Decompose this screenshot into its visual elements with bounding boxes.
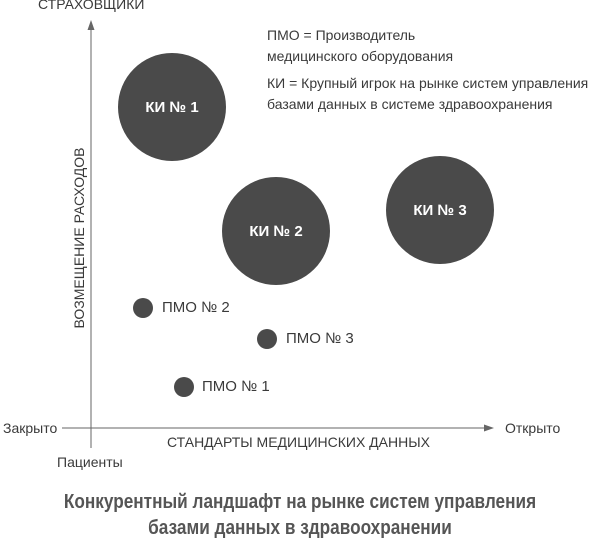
y-axis-title: ВОЗМЕЩЕНИЕ РАСХОДОВ — [71, 147, 87, 329]
major-player-bubble-2: КИ № 2 — [222, 177, 330, 285]
device-maker-label-1: ПМО № 1 — [202, 378, 270, 395]
major-player-label-1: КИ № 1 — [145, 98, 199, 116]
legend-pmo-line2: медицинского оборудования — [267, 48, 454, 64]
x-axis-arrow — [484, 424, 494, 432]
legend-ki-line2: базами данных в системе здравоохранения — [267, 96, 553, 112]
y-axis-arrow — [87, 20, 95, 30]
legend-ki-line1: КИ = Крупный игрок на рынке систем управ… — [267, 75, 589, 91]
legend: ПМО = Производитель медицинского оборудо… — [267, 25, 588, 115]
figure-caption-line2: базами данных в здравоохранении — [148, 517, 452, 539]
legend-pmo-line1: ПМО = Производитель — [267, 27, 416, 43]
figure-caption-line1: Конкурентный ландшафт на рынке систем уп… — [63, 491, 537, 513]
device-maker-dot-3 — [257, 329, 277, 349]
x-axis-left-label: Закрыто — [3, 420, 58, 436]
x-axis-right-label: Открыто — [505, 420, 561, 436]
device-maker-dot-2 — [133, 298, 153, 318]
major-player-label-3: КИ № 3 — [413, 201, 467, 219]
major-player-bubble-1: КИ № 1 — [118, 53, 226, 161]
x-axis-title: СТАНДАРТЫ МЕДИЦИНСКИХ ДАННЫХ — [167, 434, 430, 450]
x-axis-bottom-label: Пациенты — [57, 454, 123, 470]
y-axis-top-label: СТРАХОВЩИКИ — [38, 0, 145, 12]
device-maker-label-3: ПМО № 3 — [286, 330, 354, 347]
major-player-bubble-3: КИ № 3 — [386, 156, 494, 264]
device-maker-label-2: ПМО № 2 — [162, 299, 230, 316]
device-maker-dot-1 — [174, 377, 194, 397]
major-player-label-2: КИ № 2 — [249, 222, 303, 240]
